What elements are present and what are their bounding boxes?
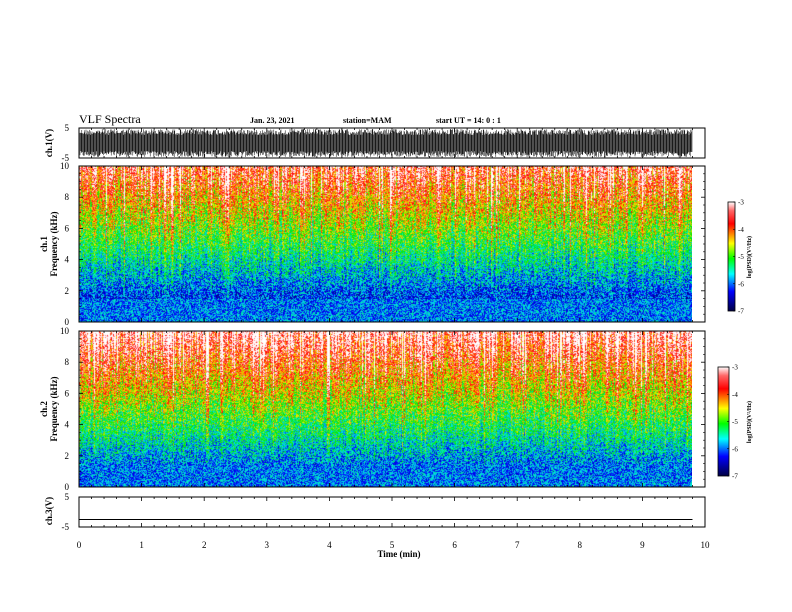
ch1-waveform-ylabel: ch.1(V) bbox=[44, 129, 54, 157]
ch2-spectrogram-ylabel2: Frequency (kHz) bbox=[49, 376, 59, 441]
colorbar-tick-label: -3 bbox=[732, 364, 738, 372]
ch1-ytick-bottom: -5 bbox=[62, 153, 70, 163]
time-axis-tick-labels: 0 1 2 3 4 5 6 7 8 9 10 bbox=[77, 540, 710, 550]
ch3-ytick-bottom: -5 bbox=[62, 522, 70, 532]
ch1-colorbar-label: log(PSD)(V²/Hz) bbox=[746, 236, 753, 278]
frequency-tick-label: 4 bbox=[65, 420, 70, 430]
frequency-tick-label: 2 bbox=[65, 451, 70, 461]
colorbar-tick-label: -6 bbox=[738, 280, 744, 288]
colorbar-tick-label: -7 bbox=[738, 308, 744, 316]
ch2-colorbar-label: log(PSD)(V²/Hz) bbox=[746, 401, 753, 443]
ch1-waveform-trace bbox=[79, 129, 693, 157]
frequency-tick-label: 0 bbox=[65, 317, 70, 327]
ch2-colorbar-ticks: -3 -4 -5 -6 -7 bbox=[727, 364, 738, 481]
ch3-waveform-panel: 5 -5 ch.3(V) bbox=[44, 492, 706, 532]
ch1-colorbar-ticks: -3 -4 -5 -6 -7 bbox=[733, 199, 744, 316]
frequency-tick-label: 6 bbox=[65, 223, 70, 233]
ch1-spectrogram-image bbox=[79, 166, 692, 322]
colorbar-tick-label: -7 bbox=[732, 473, 738, 481]
time-tick-label: 4 bbox=[327, 540, 332, 550]
time-tick-label: 5 bbox=[390, 540, 395, 550]
frequency-tick-label: 6 bbox=[65, 388, 70, 398]
ch1-spectrogram-yticks: 0 2 4 6 8 10 bbox=[60, 161, 705, 327]
time-axis-label: Time (min) bbox=[377, 549, 420, 559]
time-tick-label: 6 bbox=[452, 540, 457, 550]
frequency-tick-label: 10 bbox=[60, 326, 70, 336]
frequency-tick-label: 0 bbox=[65, 482, 70, 492]
frequency-tick-label: 8 bbox=[65, 192, 70, 202]
colorbar-tick-label: -5 bbox=[738, 253, 744, 261]
ch2-spectrogram-image bbox=[79, 331, 692, 487]
ch1-waveform-panel: 5 -5 ch.1(V) bbox=[44, 123, 706, 163]
ch2-spectrogram-panel: 0 2 4 6 8 10 ch.2 Frequency (kHz) bbox=[39, 326, 706, 492]
ch1-ytick-top: 5 bbox=[65, 123, 70, 133]
time-tick-label: 0 bbox=[77, 540, 82, 550]
ch1-spectrogram-ylabel2: Frequency (kHz) bbox=[49, 211, 59, 276]
colorbar-tick-label: -4 bbox=[738, 226, 744, 234]
ch3-waveform-ylabel: ch.3(V) bbox=[44, 497, 54, 525]
time-tick-label: 2 bbox=[202, 540, 207, 550]
colorbar-tick-label: -5 bbox=[732, 418, 738, 426]
colorbar-tick-label: -6 bbox=[732, 445, 738, 453]
time-tick-label: 8 bbox=[578, 540, 583, 550]
time-axis-ticks bbox=[78, 128, 706, 527]
frequency-tick-label: 2 bbox=[65, 286, 70, 296]
ch2-colorbar: -3 -4 -5 -6 -7 log(PSD)(V²/Hz) bbox=[717, 364, 753, 481]
ch1-colorbar: -3 -4 -5 -6 -7 log(PSD)(V²/Hz) bbox=[727, 199, 753, 316]
ch2-spectrogram-yticks: 0 2 4 6 8 10 bbox=[60, 326, 705, 492]
time-tick-label: 7 bbox=[515, 540, 520, 550]
frequency-tick-label: 4 bbox=[65, 255, 70, 265]
time-tick-label: 1 bbox=[139, 540, 144, 550]
ch1-spectrogram-ylabel: ch.1 bbox=[39, 236, 49, 252]
colorbar-tick-label: -3 bbox=[738, 199, 744, 207]
ch1-spectrogram-panel: 0 2 4 6 8 10 ch.1 Frequency (kHz) bbox=[39, 161, 706, 327]
ch1-waveform-strokes bbox=[79, 129, 693, 157]
ch3-ytick-top: 5 bbox=[65, 492, 70, 502]
frequency-tick-label: 10 bbox=[60, 161, 70, 171]
frequency-tick-label: 8 bbox=[65, 357, 70, 367]
colorbar-tick-label: -4 bbox=[732, 391, 738, 399]
station-label: station=MAM bbox=[343, 116, 392, 125]
ch2-spectrogram-ylabel: ch.2 bbox=[39, 401, 49, 417]
time-tick-label: 10 bbox=[701, 540, 711, 550]
date-label: Jan. 23, 2021 bbox=[250, 116, 294, 125]
figure-title: VLF Spectra bbox=[79, 112, 141, 126]
time-tick-label: 3 bbox=[265, 540, 270, 550]
time-tick-label: 9 bbox=[640, 540, 645, 550]
start-time-label: start UT = 14: 0 : 1 bbox=[436, 116, 501, 125]
